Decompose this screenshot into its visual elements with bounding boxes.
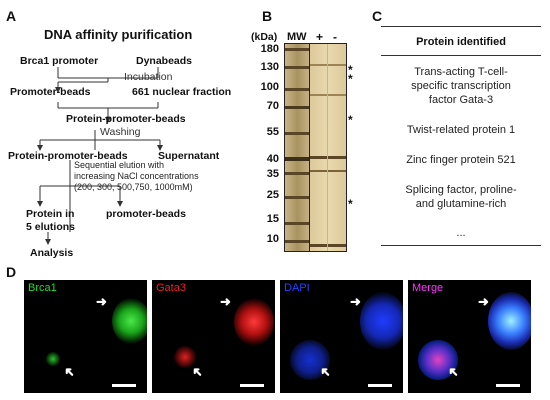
protein-znf521: Zinc finger protein 521	[406, 154, 516, 166]
table-top-rule	[381, 26, 541, 27]
sample-lanes	[309, 43, 347, 252]
table-header: Protein identified	[416, 36, 506, 48]
elutions-label: 5 elutions	[26, 221, 76, 233]
mw-marker-100: 100	[260, 81, 279, 93]
brca1-image: Brca1 ➜ ➜	[24, 280, 147, 393]
mw-marker-15: 15	[266, 213, 279, 225]
incubation-label: Incubation	[124, 71, 173, 83]
arrow-icon: ➜	[59, 363, 79, 382]
mw-marker-25: 25	[266, 189, 279, 201]
brca1-promoter-label: Brca1 promoter	[20, 55, 99, 67]
dapi-label: DAPI	[284, 282, 310, 294]
band-star-3: *	[348, 113, 353, 127]
protein-twist1: Twist-related protein 1	[406, 124, 516, 136]
band-star-1: *	[348, 63, 353, 77]
protein-sfpq: Splicing factor, proline- and glutamine-…	[405, 184, 517, 210]
panel-letter-d: D	[6, 264, 17, 280]
mw-ladder-lane	[284, 43, 311, 252]
dynabeads-label: Dynabeads	[136, 55, 193, 67]
arrow-icon: ➜	[350, 294, 361, 309]
protein-ellipsis: ...	[456, 227, 466, 239]
protein-in-label: Protein in	[26, 208, 75, 220]
arrow-icon: ➜	[220, 294, 231, 309]
band-star-2: *	[348, 72, 353, 86]
protein-promoter-beads-label-1: Protein-promoter-beads	[66, 113, 186, 125]
analysis-label: Analysis	[30, 247, 74, 259]
mw-marker-35: 35	[266, 168, 279, 180]
mw-lane-label: MW	[287, 31, 307, 43]
scale-bar	[240, 384, 264, 387]
merge-label: Merge	[412, 282, 444, 294]
lane-plus-label: +	[316, 30, 324, 44]
gata3-label: Gata3	[156, 282, 186, 294]
nuclear-fraction-label: 661 nuclear fraction	[132, 86, 232, 98]
merge-image: Merge ➜ ➜	[408, 280, 531, 393]
band-star-4: *	[348, 197, 353, 211]
mw-marker-70: 70	[266, 100, 279, 112]
kda-unit-label: (kDa)	[251, 31, 278, 43]
elution-description-line3: (200, 300, 500,750, 1000mM)	[74, 182, 193, 192]
flowchart-title: DNA affinity purification	[44, 27, 193, 42]
dapi-image: DAPI ➜ ➜	[280, 280, 403, 393]
scale-bar	[496, 384, 520, 387]
table-bottom-rule	[381, 245, 541, 246]
elution-description-line2: increasing NaCl concentrations	[74, 171, 199, 181]
table-header-rule	[381, 55, 541, 56]
flowchart-arrows	[37, 67, 163, 245]
scale-bar	[112, 384, 136, 387]
mw-marker-55: 55	[266, 126, 279, 138]
washing-label: Washing	[100, 126, 141, 138]
panel-letter-b: B	[262, 8, 273, 24]
brca1-label: Brca1	[28, 282, 57, 294]
lane-minus-label: -	[333, 30, 337, 44]
protein-promoter-beads-label-2: Protein-promoter-beads	[8, 150, 128, 162]
panel-letter-a: A	[6, 8, 17, 24]
mw-marker-130: 130	[260, 61, 279, 73]
promoter-beads-label: Promoter-beads	[10, 86, 91, 98]
mw-marker-180: 180	[260, 43, 279, 55]
protein-gata3: Trans-acting T-cell- specific transcript…	[411, 66, 511, 106]
mw-marker-10: 10	[266, 233, 279, 245]
promoter-beads-final-label: promoter-beads	[106, 208, 186, 220]
panel-letter-c: C	[372, 8, 383, 24]
mw-marker-40: 40	[266, 153, 279, 165]
supernatant-label: Supernatant	[158, 150, 220, 162]
arrow-icon: ➜	[478, 294, 489, 309]
arrow-icon: ➜	[96, 294, 107, 309]
elution-description-line1: Sequential elution with	[74, 160, 165, 170]
scale-bar	[368, 384, 392, 387]
gata3-image: Gata3 ➜ ➜	[152, 280, 275, 393]
